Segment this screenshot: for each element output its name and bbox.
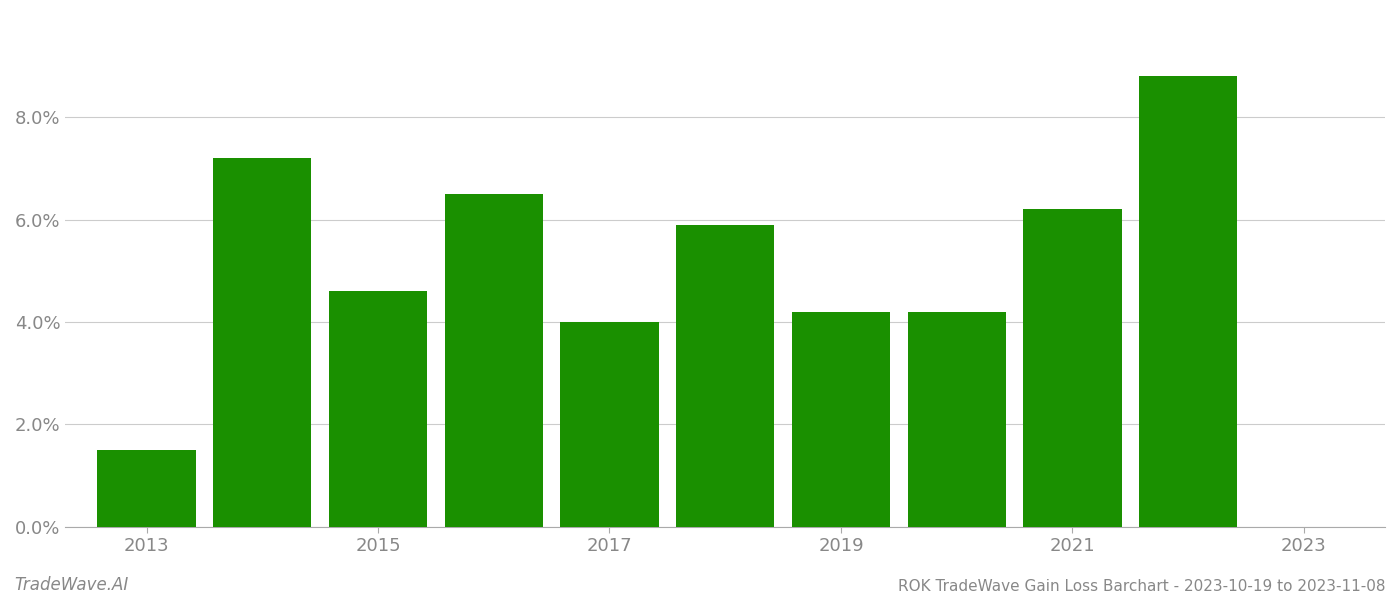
Text: ROK TradeWave Gain Loss Barchart - 2023-10-19 to 2023-11-08: ROK TradeWave Gain Loss Barchart - 2023-… [899, 579, 1386, 594]
Bar [213, 158, 311, 527]
Bar [1023, 209, 1121, 527]
Bar [98, 450, 196, 527]
Bar [1140, 76, 1238, 527]
Bar [560, 322, 658, 527]
Bar [792, 312, 890, 527]
Bar [445, 194, 543, 527]
Bar [329, 291, 427, 527]
Bar [676, 225, 774, 527]
Bar [907, 312, 1007, 527]
Text: TradeWave.AI: TradeWave.AI [14, 576, 129, 594]
